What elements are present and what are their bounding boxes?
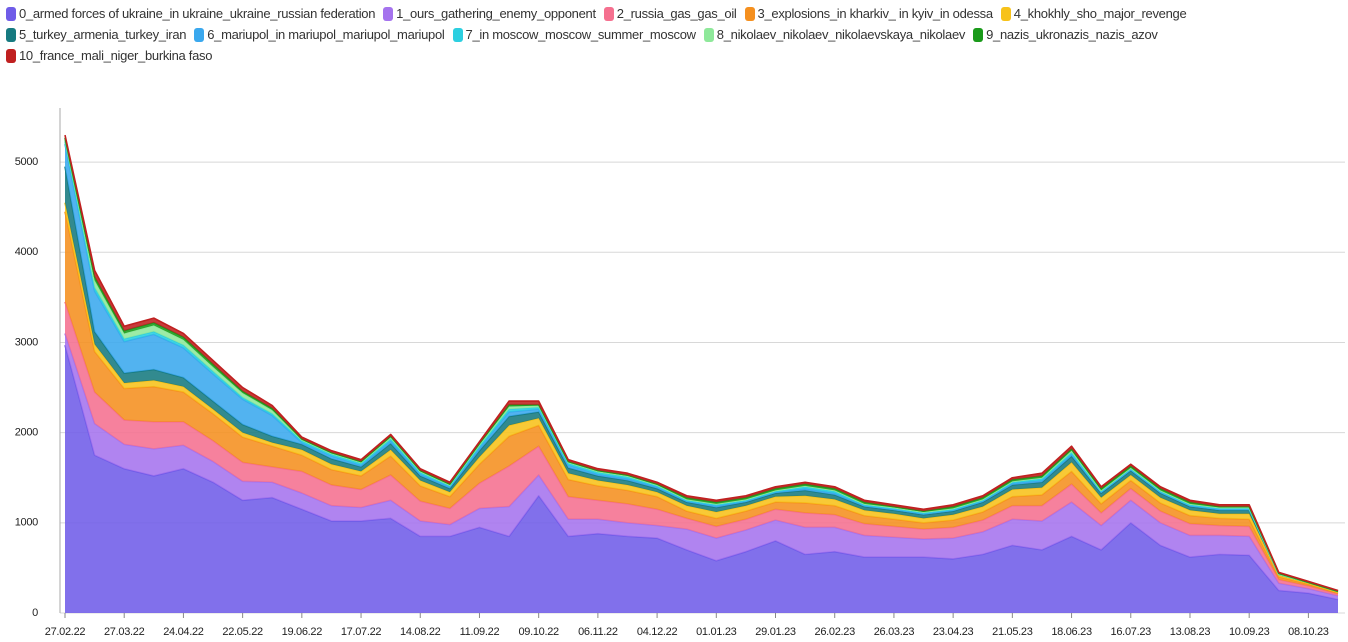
- y-tick-label: 5000: [15, 156, 38, 168]
- y-tick-label: 0: [32, 607, 38, 619]
- y-tick-label: 1000: [15, 517, 38, 529]
- x-tick-label: 13.08.23: [1170, 626, 1211, 638]
- legend-swatch: [973, 27, 984, 42]
- x-tick-label: 19.06.22: [282, 626, 323, 638]
- legend-label: 0_armed forces of ukraine_in ukraine_ukr…: [19, 6, 376, 21]
- area: [65, 202, 1338, 594]
- legend-label: 5_turkey_armenia_turkey_iran: [19, 27, 187, 42]
- legend-item[interactable]: 8_nikolaev_nikolaev_nikolaevskaya_nikola…: [703, 27, 966, 42]
- x-tick-label: 04.12.22: [637, 626, 678, 638]
- area: [65, 333, 1338, 600]
- legend-item[interactable]: 6_mariupol_in mariupol_mariupol_mariupol: [194, 27, 445, 42]
- x-tick-label: 14.08.22: [400, 626, 441, 638]
- legend-swatch: [744, 6, 755, 21]
- legend-item[interactable]: 4_khokhly_sho_major_revenge: [1000, 6, 1187, 21]
- legend-swatch: [6, 27, 16, 42]
- legend-item[interactable]: 5_turkey_armenia_turkey_iran: [6, 27, 187, 42]
- area: [65, 345, 1338, 613]
- x-tick-label: 16.07.23: [1111, 626, 1152, 638]
- x-tick-label: 27.02.22: [45, 626, 86, 638]
- y-tick-label: 3000: [15, 336, 38, 348]
- legend-swatch: [6, 48, 16, 63]
- x-tick-label: 18.06.23: [1051, 626, 1092, 638]
- legend-item[interactable]: 7_in moscow_moscow_summer_moscow: [452, 27, 697, 42]
- area-edge: [64, 134, 1339, 592]
- x-tick-label: 17.07.22: [341, 626, 382, 638]
- x-tick-label: 06.11.22: [578, 626, 618, 638]
- area: [65, 137, 1338, 592]
- legend: 0_armed forces of ukraine_in ukraine_ukr…: [6, 6, 1342, 63]
- area-edge: [64, 202, 1339, 594]
- legend-swatch: [603, 6, 614, 21]
- legend-swatch: [6, 6, 16, 21]
- x-tick-label: 29.01.23: [755, 626, 796, 638]
- legend-swatch: [1000, 6, 1011, 21]
- x-tick-label: 01.01.23: [696, 626, 737, 638]
- legend-label: 9_nazis_ukronazis_nazis_azov: [986, 27, 1158, 42]
- legend-swatch: [194, 27, 205, 42]
- legend-item[interactable]: 2_russia_gas_gas_oil: [603, 6, 737, 21]
- legend-label: 7_in moscow_moscow_summer_moscow: [465, 27, 697, 42]
- area: [65, 211, 1338, 595]
- legend-swatch: [383, 6, 394, 21]
- x-tick-label: 23.04.23: [933, 626, 974, 638]
- legend-label: 2_russia_gas_gas_oil: [616, 6, 737, 21]
- x-tick-label: 22.05.22: [222, 626, 263, 638]
- area-edge: [64, 301, 1339, 595]
- legend-label: 6_mariupol_in mariupol_mariupol_mariupol: [207, 27, 445, 42]
- x-tick-label: 08.10.23: [1288, 626, 1329, 638]
- area-edge: [64, 211, 1339, 594]
- x-tick-label: 26.03.23: [874, 626, 915, 638]
- legend-swatch: [703, 27, 714, 42]
- x-tick-label: 10.09.23: [1229, 626, 1270, 638]
- x-tick-label: 09.10.22: [518, 626, 559, 638]
- legend-label: 4_khokhly_sho_major_revenge: [1013, 6, 1187, 21]
- x-tick-label: 21.05.23: [992, 626, 1033, 638]
- legend-item[interactable]: 3_explosions_in kharkiv_ in kyiv_in odes…: [744, 6, 994, 21]
- legend-item[interactable]: 0_armed forces of ukraine_in ukraine_ukr…: [6, 6, 375, 21]
- x-tick-label: 11.09.22: [460, 626, 500, 638]
- legend-item[interactable]: 10_france_mali_niger_burkina faso: [6, 48, 212, 63]
- y-tick-label: 2000: [15, 427, 38, 439]
- legend-label: 1_ours_gathering_enemy_opponent: [396, 6, 596, 21]
- x-tick-label: 27.03.22: [104, 626, 145, 638]
- legend-item[interactable]: 9_nazis_ukronazis_nazis_azov: [973, 27, 1158, 42]
- legend-label: 10_france_mali_niger_burkina faso: [19, 48, 213, 63]
- x-tick-label: 26.02.23: [815, 626, 856, 638]
- legend-swatch: [452, 27, 463, 42]
- area: [65, 166, 1338, 593]
- y-tick-label: 4000: [15, 246, 38, 258]
- legend-label: 3_explosions_in kharkiv_ in kyiv_in odes…: [757, 6, 994, 21]
- legend-item[interactable]: 1_ours_gathering_enemy_opponent: [383, 6, 596, 21]
- legend-label: 8_nikolaev_nikolaev_nikolaevskaya_nikola…: [716, 27, 966, 42]
- x-tick-label: 24.04.22: [163, 626, 204, 638]
